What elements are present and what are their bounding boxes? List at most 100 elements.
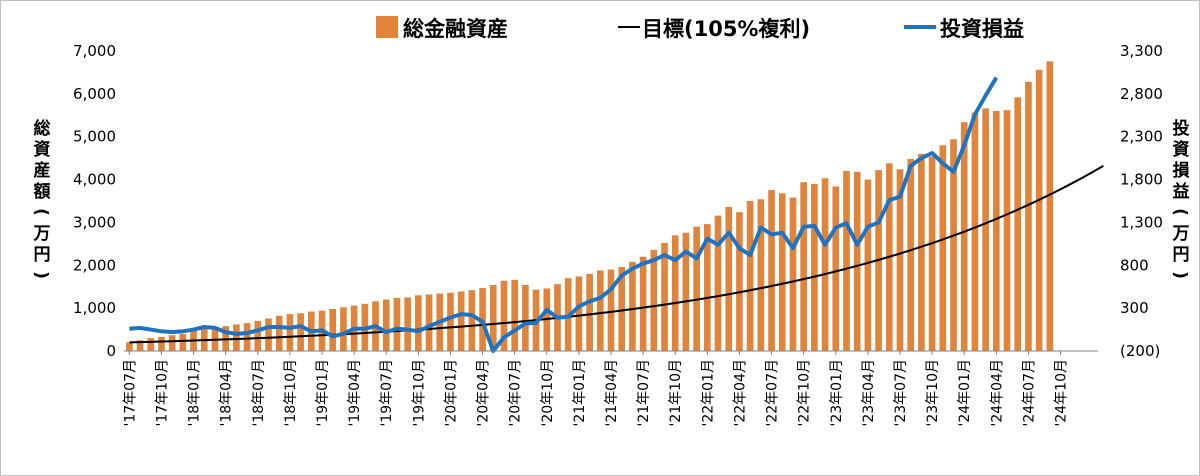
bar: [993, 111, 1000, 351]
axis-title-char: 額: [33, 181, 51, 202]
bar: [671, 235, 679, 351]
bar: [415, 295, 422, 351]
x-tick-label: '21年07月: [636, 359, 652, 426]
bar: [746, 201, 754, 351]
axis-title-char: 益: [1173, 181, 1190, 202]
y-left-tick-label: 3,000: [73, 213, 116, 231]
x-tick-label: '21年10月: [668, 359, 684, 426]
axis-title-char: 投: [1173, 118, 1190, 139]
bar: [736, 212, 743, 351]
x-tick-label: '22年01月: [700, 359, 716, 426]
axis-title-char: 資: [34, 140, 51, 160]
bar: [939, 145, 947, 351]
bar: [821, 178, 829, 351]
bar: [800, 182, 807, 351]
bar: [650, 249, 658, 351]
legend-label-profit: 投資損益: [940, 17, 1024, 41]
x-tick-label: '17年07月: [122, 359, 138, 426]
y-right-tick-label: 300: [1120, 299, 1149, 317]
bar: [714, 215, 722, 351]
bar: [693, 226, 700, 351]
bar: [179, 333, 187, 351]
bar: [1014, 97, 1022, 351]
bar: [960, 122, 968, 351]
legend-item-assets: 総金融資産: [376, 16, 508, 41]
legend: 総金融資産 目標(105%複利) 投資損益: [376, 16, 1024, 41]
x-tick-label: '22年10月: [797, 359, 813, 426]
bar: [971, 112, 979, 352]
bar: [853, 171, 861, 351]
bar: [1003, 110, 1011, 351]
x-tick-label: '20年07月: [508, 359, 524, 426]
bar: [757, 199, 765, 351]
bar: [329, 309, 337, 351]
x-tick-label: '19年01月: [315, 359, 331, 426]
y-right-tick-label: 1,300: [1120, 213, 1163, 231]
x-tick-label: '24年04月: [989, 359, 1005, 426]
bar: [1046, 61, 1054, 351]
axis-title-char: 総: [34, 118, 51, 139]
y-axis-left-ticks: 0 1,000 2,000 3,000 4,000 5,000 6,000 7,000: [73, 42, 116, 360]
bar: [704, 224, 711, 351]
x-tick-label: '24年10月: [1054, 359, 1070, 426]
x-tick-label: '17年10月: [154, 359, 170, 426]
y-right-tick-label: 3,300: [1120, 42, 1163, 60]
bar: [511, 279, 518, 351]
bar: [126, 342, 133, 351]
y-left-tick-label: 0: [106, 342, 116, 360]
axis-title-char: 万: [1172, 224, 1190, 244]
bar: [297, 313, 304, 351]
axis-title-char: 産: [34, 160, 51, 181]
legend-swatch-assets: [376, 16, 398, 38]
axis-title-char: 損: [1173, 160, 1191, 181]
bar: [468, 290, 476, 351]
bar: [661, 243, 668, 351]
y-right-tick-label: 2,300: [1120, 128, 1163, 146]
x-tick-label: '18年07月: [251, 359, 267, 426]
bar: [950, 139, 957, 351]
bar: [457, 291, 465, 351]
bar: [447, 292, 454, 351]
bar: [147, 338, 155, 351]
y-axis-right-ticks: (200) 300 800 1,300 1,800 2,300 2,800 3,300: [1120, 42, 1163, 360]
bar: [918, 153, 925, 351]
x-tick-label: '23年10月: [925, 359, 941, 426]
axis-title-char: ): [31, 271, 51, 279]
x-tick-label: '20年10月: [540, 359, 556, 426]
y-right-tick-label: 2,800: [1120, 85, 1163, 103]
legend-item-profit: 投資損益: [904, 17, 1024, 41]
axis-title-char: (: [1170, 208, 1190, 216]
bar: [393, 297, 401, 351]
bar: [233, 324, 240, 351]
y-left-tick-label: 6,000: [73, 85, 116, 103]
bar: [254, 321, 262, 351]
x-tick-label: '20年01月: [443, 359, 459, 426]
bar: [425, 294, 433, 351]
line-series: [129, 76, 1104, 353]
bar: [1025, 81, 1032, 352]
bar: [575, 276, 583, 351]
x-tick-label: '24年07月: [1021, 359, 1037, 426]
x-tick-label: '23年07月: [893, 359, 909, 426]
bar: [811, 183, 818, 351]
bar-series-assets: [126, 61, 1054, 352]
bar: [265, 318, 272, 351]
bar: [522, 285, 529, 351]
bar: [864, 179, 872, 351]
x-tick-label: '18年10月: [283, 359, 299, 426]
bar: [896, 169, 904, 351]
bar: [982, 108, 989, 352]
bar: [158, 336, 165, 351]
bar: [1035, 69, 1043, 352]
bar: [789, 197, 797, 351]
x-tick-label: '19年04月: [347, 359, 363, 426]
y-right-tick-label: 800: [1120, 256, 1149, 274]
bar: [928, 156, 936, 351]
x-tick-label: '21年04月: [604, 359, 620, 426]
axis-title-char: 資: [1173, 140, 1190, 160]
axis-title-char: (: [31, 208, 51, 216]
bar: [382, 299, 390, 351]
x-tick-label: '23年04月: [861, 359, 877, 426]
bar: [489, 285, 497, 351]
